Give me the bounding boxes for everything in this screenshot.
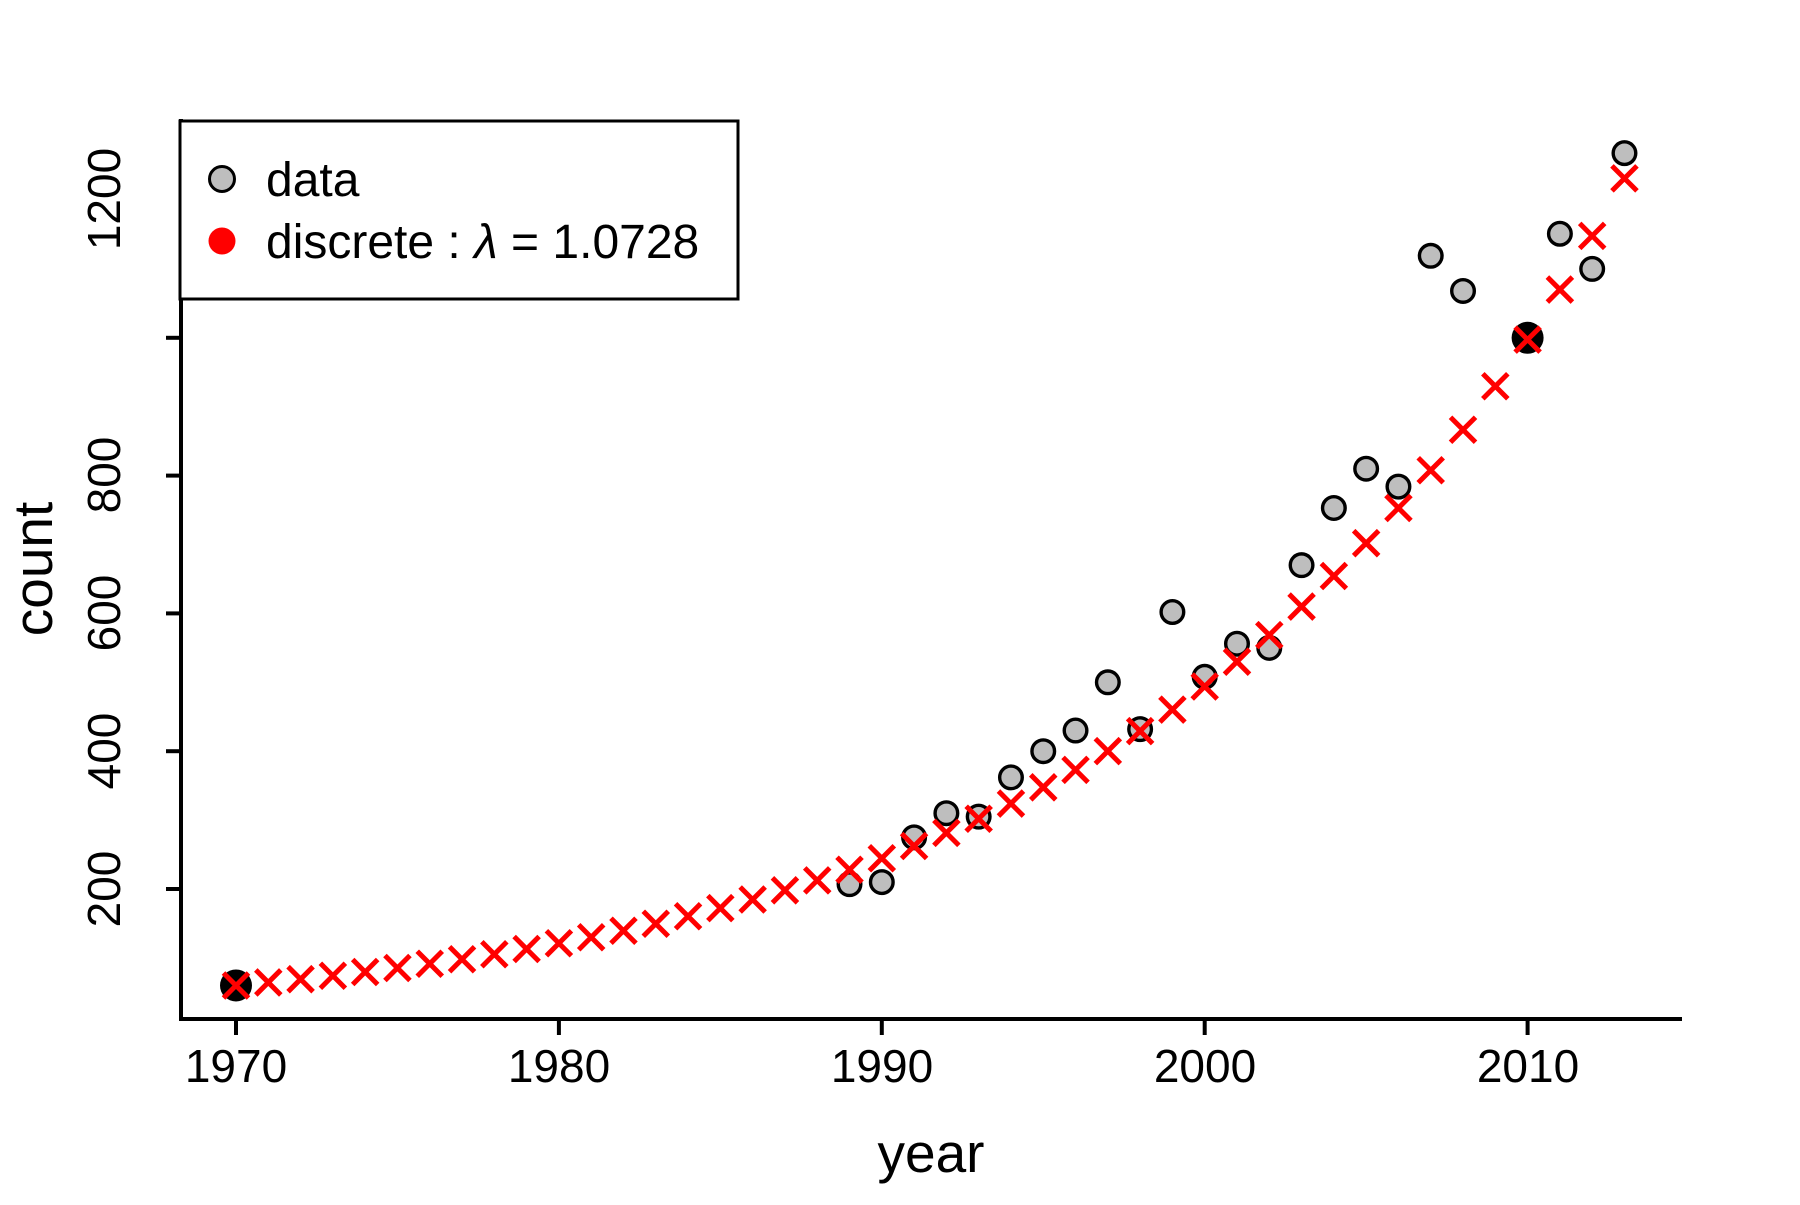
model-point-1993 bbox=[964, 804, 993, 833]
model-series-layer bbox=[221, 164, 1639, 1000]
data-point-2004 bbox=[1320, 494, 1347, 521]
data-point-1997 bbox=[1094, 669, 1121, 696]
model-point-2010 bbox=[1513, 325, 1542, 354]
model-point-1990 bbox=[867, 844, 897, 873]
y-tick-label-1200: 1200 bbox=[78, 148, 130, 250]
x-tick-label-2010: 2010 bbox=[1477, 1040, 1579, 1092]
data-point-2012 bbox=[1579, 255, 1606, 282]
model-point-1987 bbox=[770, 876, 800, 905]
model-point-2006 bbox=[1384, 493, 1413, 523]
model-point-1985 bbox=[706, 893, 735, 923]
model-point-2009 bbox=[1481, 371, 1510, 401]
legend: data discrete : λ = 1.0728 bbox=[178, 119, 740, 301]
y-tick-label-400: 400 bbox=[78, 713, 130, 790]
model-point-1999 bbox=[1158, 695, 1187, 724]
model-point-1974 bbox=[350, 957, 380, 987]
model-point-2012 bbox=[1577, 221, 1607, 251]
model-point-1979 bbox=[512, 934, 541, 964]
x-tick-label-2000: 2000 bbox=[1154, 1040, 1256, 1092]
y-axis-title: count bbox=[2, 502, 64, 637]
y-tick-label-600: 600 bbox=[78, 575, 130, 652]
data-point-2005 bbox=[1353, 455, 1380, 482]
data-point-2006 bbox=[1385, 473, 1412, 500]
anchor-points-layer bbox=[220, 321, 1544, 1002]
model-point-1988 bbox=[802, 866, 832, 895]
x-tick-label-1980: 1980 bbox=[508, 1040, 610, 1092]
data-point-1995 bbox=[1030, 738, 1057, 765]
x-tick-label-1970: 1970 bbox=[185, 1040, 287, 1092]
model-point-1984 bbox=[673, 901, 703, 931]
model-point-1982 bbox=[609, 916, 638, 946]
model-point-1975 bbox=[383, 953, 412, 983]
legend-marker-data-icon bbox=[208, 165, 236, 193]
model-point-2013 bbox=[1610, 164, 1639, 193]
model-point-2007 bbox=[1416, 455, 1445, 485]
legend-label-discrete: discrete : λ = 1.0728 bbox=[266, 216, 699, 269]
model-point-1989 bbox=[835, 855, 864, 884]
data-point-2007 bbox=[1417, 242, 1444, 269]
model-point-1997 bbox=[1093, 736, 1123, 766]
y-axis: 200 400 600 800 1200 count bbox=[2, 119, 183, 1021]
model-point-1996 bbox=[1061, 755, 1090, 785]
y-tick-label-200: 200 bbox=[78, 851, 130, 928]
data-point-1996 bbox=[1062, 717, 1089, 744]
model-point-1994 bbox=[996, 789, 1026, 818]
x-axis: 1970 1980 1990 2000 2010 year bbox=[179, 1017, 1682, 1184]
model-point-2004 bbox=[1319, 561, 1349, 591]
data-point-2011 bbox=[1546, 220, 1573, 247]
data-point-2013 bbox=[1611, 140, 1638, 167]
model-point-1991 bbox=[899, 831, 929, 861]
model-point-1972 bbox=[286, 964, 315, 994]
model-point-1973 bbox=[318, 961, 348, 991]
model-point-2005 bbox=[1351, 528, 1381, 558]
model-point-1998 bbox=[1125, 716, 1155, 746]
model-point-2000 bbox=[1190, 672, 1219, 701]
legend-box bbox=[178, 119, 740, 301]
y-tick-label-800: 800 bbox=[78, 437, 130, 514]
model-point-1983 bbox=[641, 909, 671, 938]
data-point-1992 bbox=[933, 800, 960, 827]
data-point-2001 bbox=[1223, 630, 1250, 657]
x-axis-title: year bbox=[878, 1122, 985, 1184]
data-point-1994 bbox=[997, 764, 1024, 791]
model-point-1981 bbox=[576, 922, 606, 952]
model-point-1986 bbox=[738, 885, 767, 914]
data-point-2003 bbox=[1288, 552, 1315, 579]
model-point-2001 bbox=[1222, 647, 1252, 676]
data-point-2008 bbox=[1450, 277, 1477, 304]
y-axis-ticks bbox=[166, 335, 181, 891]
data-series-layer bbox=[836, 140, 1638, 898]
model-point-2002 bbox=[1255, 620, 1284, 650]
model-point-1992 bbox=[932, 818, 961, 848]
legend-marker-model-icon bbox=[208, 227, 236, 255]
model-point-2003 bbox=[1287, 592, 1316, 621]
data-point-1990 bbox=[868, 869, 895, 896]
legend-label-data: data bbox=[266, 154, 360, 207]
model-point-2011 bbox=[1545, 275, 1575, 304]
model-point-1980 bbox=[544, 929, 574, 958]
model-point-1970 bbox=[221, 971, 251, 1000]
model-point-1977 bbox=[447, 944, 477, 974]
model-point-1976 bbox=[415, 949, 445, 979]
model-point-1971 bbox=[254, 968, 283, 997]
model-point-2008 bbox=[1448, 415, 1478, 444]
x-tick-label-1990: 1990 bbox=[831, 1040, 933, 1092]
data-point-1999 bbox=[1159, 599, 1186, 626]
x-axis-ticks bbox=[234, 1019, 1530, 1035]
model-point-1995 bbox=[1028, 773, 1058, 802]
model-point-1978 bbox=[480, 939, 509, 969]
